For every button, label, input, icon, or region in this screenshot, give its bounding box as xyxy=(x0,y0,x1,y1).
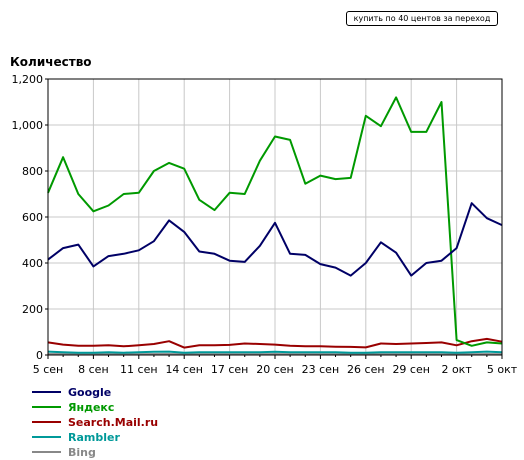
legend-swatch xyxy=(32,421,61,423)
x-axis: 5 сен 8 сен 11 сен 14 сен 17 сен 20 сен 23 сен… xyxy=(33,355,518,376)
x-tick-label: 14 сен xyxy=(165,363,203,376)
x-tick-label: 5 сен xyxy=(33,363,64,376)
legend-item: Rambler xyxy=(32,430,158,444)
legend-item: Search.Mail.ru xyxy=(32,415,158,429)
y-axis: 0 200 400 600 800 1,000 1,200 xyxy=(12,73,49,362)
legend-swatch xyxy=(32,451,61,453)
series-line-rambler xyxy=(48,352,502,353)
legend-label: Bing xyxy=(68,446,96,459)
legend-swatch xyxy=(32,406,61,408)
y-axis-title: Количество xyxy=(10,55,92,69)
legend-label: Google xyxy=(68,386,111,399)
x-tick-label: 8 сен xyxy=(78,363,109,376)
y-tick-label: 0 xyxy=(36,349,43,362)
y-tick-label: 400 xyxy=(22,257,43,270)
y-tick-label: 1,200 xyxy=(12,73,44,86)
y-tick-label: 200 xyxy=(22,303,43,316)
y-tick-label: 1,000 xyxy=(12,119,44,132)
x-tick-label: 2 окт xyxy=(441,363,472,376)
x-tick-label: 29 сен xyxy=(392,363,430,376)
x-tick-label: 5 окт xyxy=(487,363,518,376)
legend-item: Bing xyxy=(32,445,158,459)
x-tick-label: 20 сен xyxy=(256,363,294,376)
legend-item: Google xyxy=(32,385,158,399)
x-tick-label: 11 сен xyxy=(120,363,158,376)
y-tick-label: 800 xyxy=(22,165,43,178)
legend-swatch xyxy=(32,391,61,393)
grid xyxy=(48,79,502,355)
legend-label: Rambler xyxy=(68,431,120,444)
x-tick-label: 23 сен xyxy=(302,363,340,376)
x-tick-label: 26 сен xyxy=(347,363,385,376)
legend-label: Search.Mail.ru xyxy=(68,416,158,429)
y-tick-label: 600 xyxy=(22,211,43,224)
x-tick-label: 17 сен xyxy=(211,363,249,376)
legend: Google Яндекс Search.Mail.ru Rambler Bing xyxy=(32,385,158,460)
legend-label: Яндекс xyxy=(68,401,114,414)
legend-item: Яндекс xyxy=(32,400,158,414)
legend-swatch xyxy=(32,436,61,438)
